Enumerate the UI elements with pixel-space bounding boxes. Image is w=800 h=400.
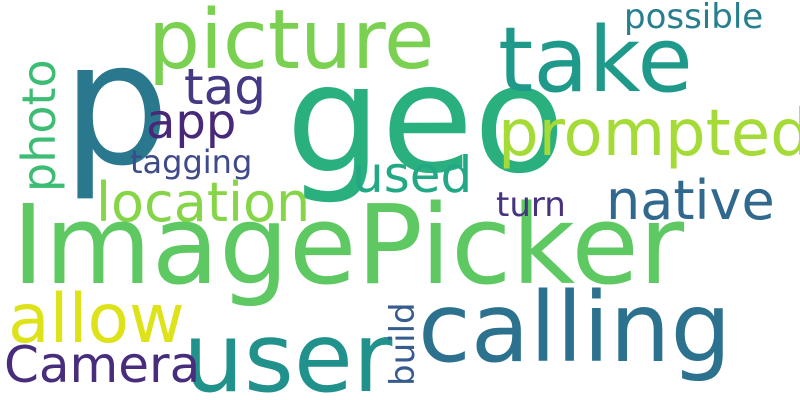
word-photo: photo [12,59,66,192]
word-app: app [146,94,237,150]
word-location: location [96,171,311,234]
word-build: build [383,302,423,386]
word-possible: possible [624,0,764,37]
word-camera: Camera [4,336,201,394]
word-picture: picture [148,0,435,88]
word-allow: allow [8,280,185,359]
word-tag: tag [184,58,266,116]
word-native: native [606,169,775,232]
word-user: user [183,302,393,400]
word-imagepicker: ImagePicker [12,181,685,309]
word-prompted: prompted [498,97,800,171]
word-tagging: tagging [130,143,253,181]
word-used: used [352,146,473,204]
word-geo: geo [286,33,566,207]
word-take: take [498,8,693,113]
word-calling: calling [418,272,732,384]
word-turn: turn [496,185,566,225]
word-p: p [62,6,170,204]
